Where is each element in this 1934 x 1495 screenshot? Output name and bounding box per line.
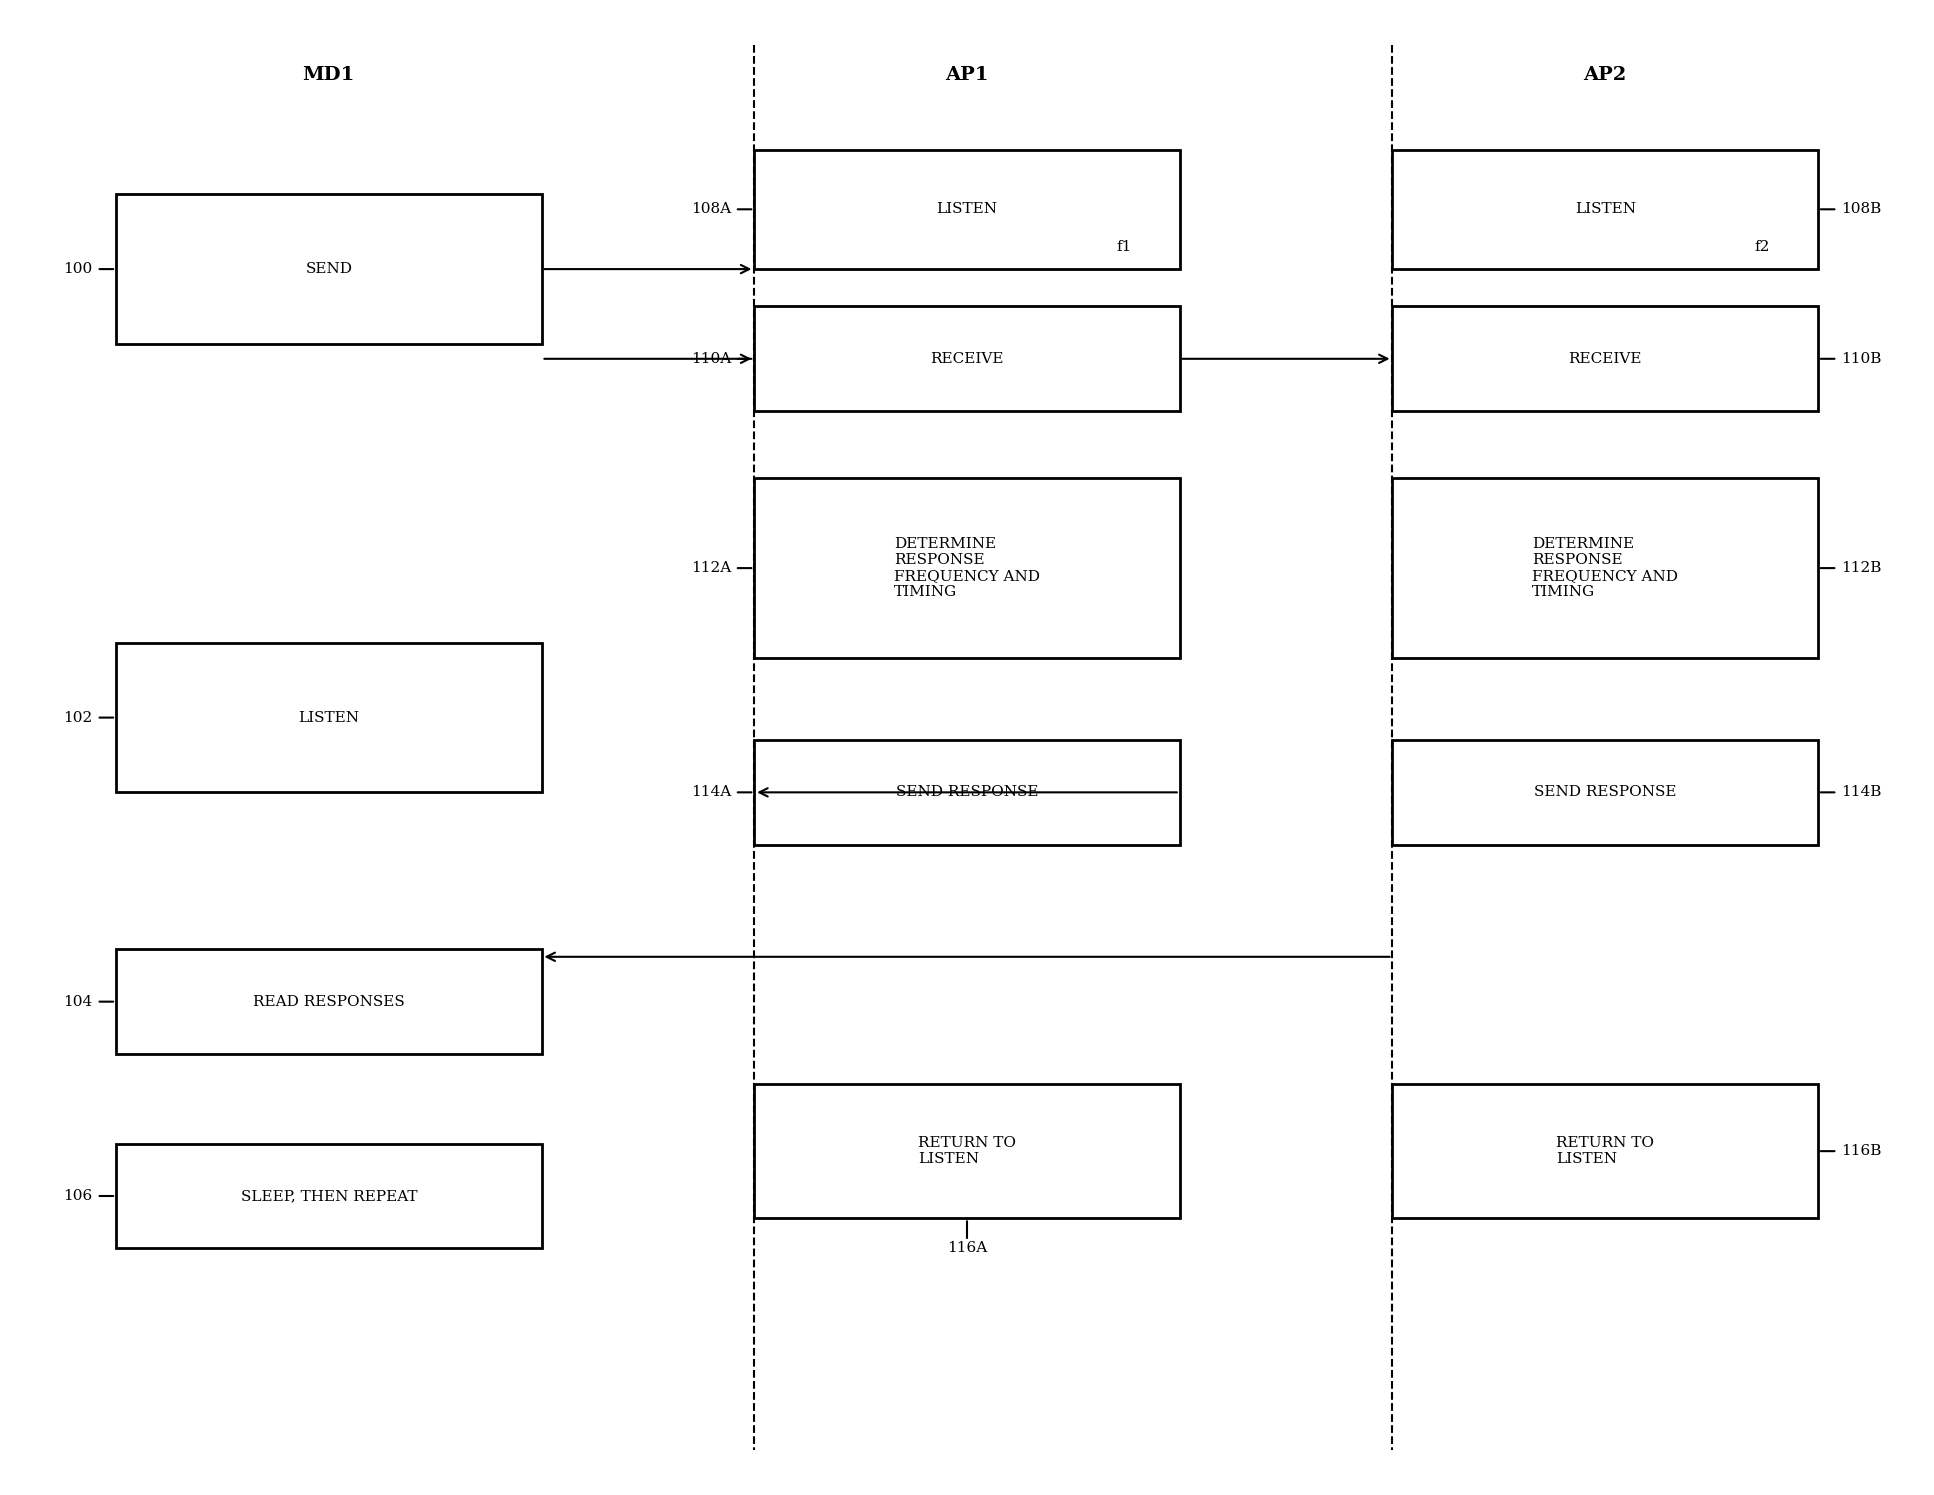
Text: MD1: MD1 [302,66,356,84]
FancyBboxPatch shape [754,150,1180,269]
Text: LISTEN: LISTEN [1574,202,1636,217]
Text: SEND RESPONSE: SEND RESPONSE [1534,785,1677,800]
Text: RECEIVE: RECEIVE [1568,351,1642,366]
Text: 112A: 112A [690,561,731,576]
Text: 112B: 112B [1841,561,1882,576]
Text: 110A: 110A [690,351,731,366]
FancyBboxPatch shape [116,643,542,792]
FancyBboxPatch shape [1392,478,1818,658]
Text: 106: 106 [64,1189,93,1203]
Text: 108A: 108A [690,202,731,217]
Text: AP1: AP1 [946,66,988,84]
FancyBboxPatch shape [754,1084,1180,1218]
FancyBboxPatch shape [1392,306,1818,411]
Text: SEND RESPONSE: SEND RESPONSE [895,785,1039,800]
Text: AP2: AP2 [1584,66,1626,84]
Text: 104: 104 [64,994,93,1009]
FancyBboxPatch shape [754,478,1180,658]
Text: READ RESPONSES: READ RESPONSES [253,994,404,1009]
Text: LISTEN: LISTEN [936,202,998,217]
FancyBboxPatch shape [1392,740,1818,845]
FancyBboxPatch shape [116,1144,542,1248]
Text: 114B: 114B [1841,785,1882,800]
Text: 100: 100 [64,262,93,277]
FancyBboxPatch shape [1392,1084,1818,1218]
Text: RETURN TO
LISTEN: RETURN TO LISTEN [919,1136,1015,1166]
Text: DETERMINE
RESPONSE
FREQUENCY AND
TIMING: DETERMINE RESPONSE FREQUENCY AND TIMING [1532,537,1679,599]
FancyBboxPatch shape [116,949,542,1054]
FancyBboxPatch shape [1392,150,1818,269]
Text: 102: 102 [64,710,93,725]
Text: 116B: 116B [1841,1144,1882,1159]
Text: f2: f2 [1754,241,1770,254]
Text: 108B: 108B [1841,202,1882,217]
Text: f1: f1 [1116,241,1131,254]
Text: SEND: SEND [306,262,352,277]
FancyBboxPatch shape [754,306,1180,411]
Text: RETURN TO
LISTEN: RETURN TO LISTEN [1557,1136,1654,1166]
Text: 110B: 110B [1841,351,1882,366]
Text: RECEIVE: RECEIVE [930,351,1004,366]
Text: 116A: 116A [948,1241,986,1254]
FancyBboxPatch shape [754,740,1180,845]
Text: LISTEN: LISTEN [298,710,360,725]
Text: DETERMINE
RESPONSE
FREQUENCY AND
TIMING: DETERMINE RESPONSE FREQUENCY AND TIMING [894,537,1040,599]
Text: 114A: 114A [690,785,731,800]
FancyBboxPatch shape [116,194,542,344]
Text: SLEEP, THEN REPEAT: SLEEP, THEN REPEAT [240,1189,418,1203]
